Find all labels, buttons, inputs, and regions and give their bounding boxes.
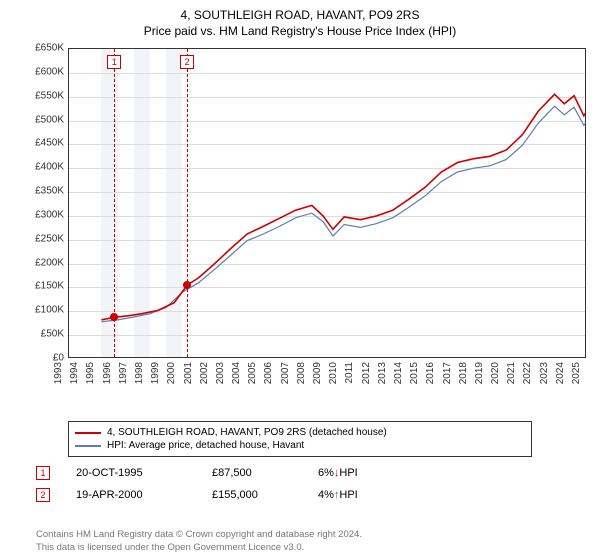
sale-marker-badge: 2	[180, 55, 194, 69]
plot-area: 12	[68, 48, 586, 358]
transaction-badge: 2	[36, 488, 50, 502]
transaction-delta: 6%↓HPI	[318, 467, 398, 479]
legend-swatch-series2	[75, 445, 101, 447]
sale-marker-line	[187, 49, 188, 357]
legend-swatch-series1	[75, 432, 101, 434]
y-axis-label: £200K	[35, 257, 64, 268]
footer-line2: This data is licensed under the Open Gov…	[36, 542, 362, 554]
line-series-svg	[69, 49, 586, 358]
y-axis-label: £350K	[35, 186, 64, 197]
y-axis-label: £100K	[35, 305, 64, 316]
y-axis-label: £50K	[41, 329, 64, 340]
transaction-list: 1 20-OCT-1995 £87,500 6%↓HPI 2 19-APR-2000 £15…	[36, 462, 586, 506]
page-title: 4, SOUTHLEIGH ROAD, HAVANT, PO9 2RS	[0, 0, 600, 22]
x-axis-label: 2025	[571, 362, 600, 384]
transaction-price: £155,000	[212, 489, 292, 501]
y-axis-label: £450K	[35, 138, 64, 149]
y-axis-label: £150K	[35, 281, 64, 292]
transaction-delta-pct: 6%	[318, 467, 334, 479]
transaction-delta-label: HPI	[339, 489, 357, 501]
transaction-date: 19-APR-2000	[76, 489, 186, 501]
transaction-price: £87,500	[212, 467, 292, 479]
y-axis-label: £300K	[35, 209, 64, 220]
y-axis-label: £600K	[35, 66, 64, 77]
transaction-badge: 1	[36, 466, 50, 480]
legend: 4, SOUTHLEIGH ROAD, HAVANT, PO9 2RS (det…	[68, 421, 532, 457]
sale-dot	[183, 281, 191, 289]
y-axis-label: £550K	[35, 90, 64, 101]
page-subtitle: Price paid vs. HM Land Registry's House …	[0, 22, 600, 38]
legend-item-series1: 4, SOUTHLEIGH ROAD, HAVANT, PO9 2RS (det…	[75, 426, 525, 439]
footer: Contains HM Land Registry data © Crown c…	[36, 529, 362, 554]
y-axis-label: £400K	[35, 162, 64, 173]
transaction-date: 20-OCT-1995	[76, 467, 186, 479]
sale-marker-badge: 1	[107, 55, 121, 69]
chart-container: 4, SOUTHLEIGH ROAD, HAVANT, PO9 2RS Pric…	[0, 0, 600, 560]
transaction-delta-pct: 4%	[318, 489, 334, 501]
legend-item-series2: HPI: Average price, detached house, Hava…	[75, 439, 525, 452]
legend-label-series2: HPI: Average price, detached house, Hava…	[107, 440, 304, 451]
footer-line1: Contains HM Land Registry data © Crown c…	[36, 529, 362, 541]
y-axis-label: £650K	[35, 43, 64, 54]
transaction-delta: 4%↑HPI	[318, 489, 398, 501]
y-axis-label: £250K	[35, 233, 64, 244]
sale-dot	[110, 313, 118, 321]
sale-marker-line	[114, 49, 115, 357]
legend-label-series1: 4, SOUTHLEIGH ROAD, HAVANT, PO9 2RS (det…	[107, 427, 387, 438]
transaction-delta-label: HPI	[339, 467, 357, 479]
transaction-row: 1 20-OCT-1995 £87,500 6%↓HPI	[36, 462, 586, 484]
y-axis-label: £500K	[35, 114, 64, 125]
transaction-row: 2 19-APR-2000 £155,000 4%↑HPI	[36, 484, 586, 506]
chart-area: 12 £0£50K£100K£150K£200K£250K£300K£350K£…	[36, 48, 586, 388]
